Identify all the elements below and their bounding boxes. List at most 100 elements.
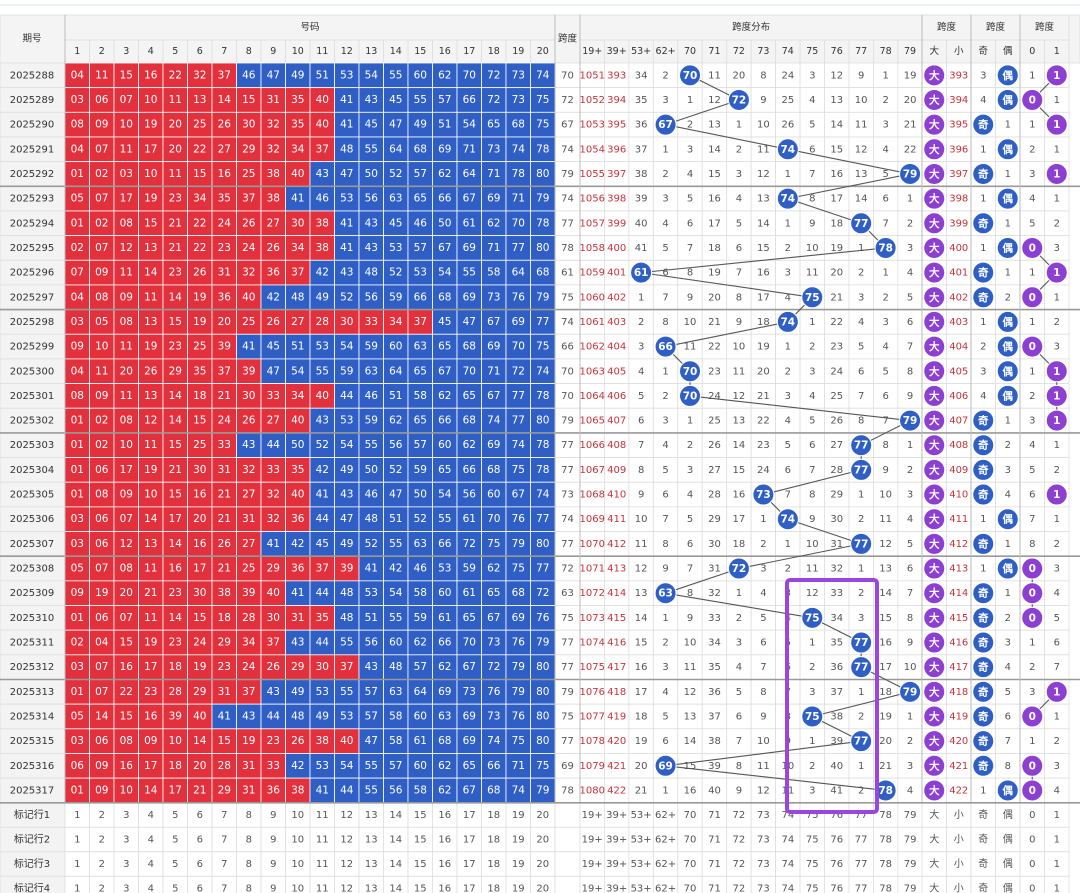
ball-number: 24 bbox=[193, 637, 207, 649]
cell bbox=[726, 284, 752, 311]
ball-number: 24 bbox=[242, 661, 256, 673]
omission: 6 bbox=[882, 391, 888, 402]
ball-label: 0 bbox=[1029, 94, 1036, 106]
ball-label: 偶 bbox=[1002, 93, 1014, 106]
omission: 14 bbox=[635, 613, 648, 624]
omission: 395 bbox=[607, 120, 626, 131]
ball-number: 03 bbox=[71, 661, 84, 673]
ball-number: 37 bbox=[218, 365, 231, 377]
omission: 9 bbox=[809, 218, 815, 229]
cell bbox=[750, 185, 777, 212]
omission: 10 bbox=[635, 514, 648, 525]
cell bbox=[579, 358, 605, 384]
ball-label: 0 bbox=[1029, 292, 1036, 304]
ball-number: 03 bbox=[71, 94, 84, 106]
footer-cell: 9 bbox=[270, 835, 276, 846]
ball-number: 30 bbox=[316, 661, 329, 673]
ball-label: 大 bbox=[929, 414, 940, 427]
ball-number: 06 bbox=[95, 94, 109, 106]
omission: 20 bbox=[708, 292, 721, 303]
span: 79 bbox=[561, 169, 574, 180]
ball-label: 奇 bbox=[978, 414, 989, 427]
footer-cell: 14 bbox=[389, 859, 402, 870]
ball-number: 15 bbox=[193, 612, 206, 624]
ball-number: 68 bbox=[463, 341, 476, 353]
omission: 32 bbox=[830, 564, 843, 575]
omission: 5 bbox=[785, 440, 791, 451]
ball-number: 20 bbox=[120, 587, 133, 599]
ball-number: 19 bbox=[242, 735, 255, 747]
ball-number: 80 bbox=[536, 686, 549, 698]
ball-label: 70 bbox=[683, 70, 698, 82]
omission: 8 bbox=[1029, 539, 1035, 550]
omission: 16 bbox=[708, 194, 721, 205]
omission: 405 bbox=[607, 366, 626, 377]
ball-number: 52 bbox=[389, 464, 402, 476]
omission: 29 bbox=[830, 490, 843, 501]
ball-number: 31 bbox=[267, 94, 280, 106]
cell bbox=[824, 87, 850, 113]
ball-number: 68 bbox=[512, 119, 525, 131]
ball-number: 64 bbox=[463, 168, 477, 180]
ball-number: 37 bbox=[242, 686, 255, 698]
footer-cell: 19+ bbox=[582, 859, 603, 870]
ball-label: 77 bbox=[854, 218, 869, 230]
cell bbox=[750, 259, 777, 286]
footer-cell: 77 bbox=[855, 884, 868, 893]
ball-number: 20 bbox=[169, 119, 182, 131]
footer-cell: 1 bbox=[1054, 835, 1060, 846]
ball-number: 58 bbox=[414, 587, 427, 599]
omission: 1059 bbox=[579, 268, 604, 279]
omission: 13 bbox=[830, 95, 843, 106]
ball-number: 23 bbox=[169, 267, 182, 279]
cell bbox=[64, 210, 90, 237]
footer-cell: 74 bbox=[781, 859, 794, 870]
ball-number: 26 bbox=[218, 538, 232, 550]
ball-number: 31 bbox=[218, 464, 231, 476]
omission: 8 bbox=[858, 416, 864, 427]
ball-number: 43 bbox=[316, 415, 329, 427]
ball-number: 73 bbox=[512, 94, 525, 106]
ball-number: 49 bbox=[291, 69, 304, 81]
cell bbox=[628, 111, 654, 138]
ball-number: 35 bbox=[193, 365, 206, 377]
ball-number: 71 bbox=[487, 365, 500, 377]
ball-number: 47 bbox=[267, 69, 280, 81]
omission: 1 bbox=[809, 638, 815, 649]
cell bbox=[848, 111, 874, 138]
omission: 6 bbox=[687, 218, 693, 229]
omission: 35 bbox=[635, 95, 648, 106]
ball-number: 68 bbox=[487, 784, 500, 796]
footer-cell: 偶 bbox=[1003, 833, 1013, 846]
footer-cell: 9 bbox=[270, 859, 276, 870]
omission: 1 bbox=[736, 588, 742, 599]
omission: 1 bbox=[662, 144, 668, 155]
omission: 422 bbox=[607, 785, 626, 796]
ball-number: 26 bbox=[291, 735, 305, 747]
footer-cell: 14 bbox=[389, 835, 402, 846]
omission: 9 bbox=[882, 465, 888, 476]
omission: 11 bbox=[684, 342, 697, 353]
ball-number: 41 bbox=[340, 242, 353, 254]
ball-label: 79 bbox=[903, 168, 918, 180]
omission: 3 bbox=[809, 687, 815, 698]
ball-number: 25 bbox=[193, 341, 206, 353]
ball-number: 51 bbox=[365, 612, 378, 624]
omission: 14 bbox=[855, 194, 868, 205]
ball-number: 22 bbox=[193, 217, 206, 229]
ball-number: 23 bbox=[267, 735, 280, 747]
ball-number: 08 bbox=[120, 217, 133, 229]
ball-number: 08 bbox=[95, 291, 108, 303]
ball-label: 大 bbox=[929, 463, 940, 476]
ball-number: 06 bbox=[95, 513, 109, 525]
omission: 422 bbox=[949, 785, 968, 796]
cell bbox=[285, 259, 311, 286]
ball-number: 67 bbox=[438, 365, 451, 377]
omission: 401 bbox=[607, 268, 626, 279]
ball-label: 1 bbox=[1053, 70, 1060, 82]
omission: 1 bbox=[809, 317, 815, 328]
omission: 4 bbox=[785, 292, 791, 303]
header-dist-col: 19+ bbox=[582, 46, 602, 57]
footer-cell: 70 bbox=[684, 884, 697, 893]
ball-number: 24 bbox=[242, 242, 256, 254]
